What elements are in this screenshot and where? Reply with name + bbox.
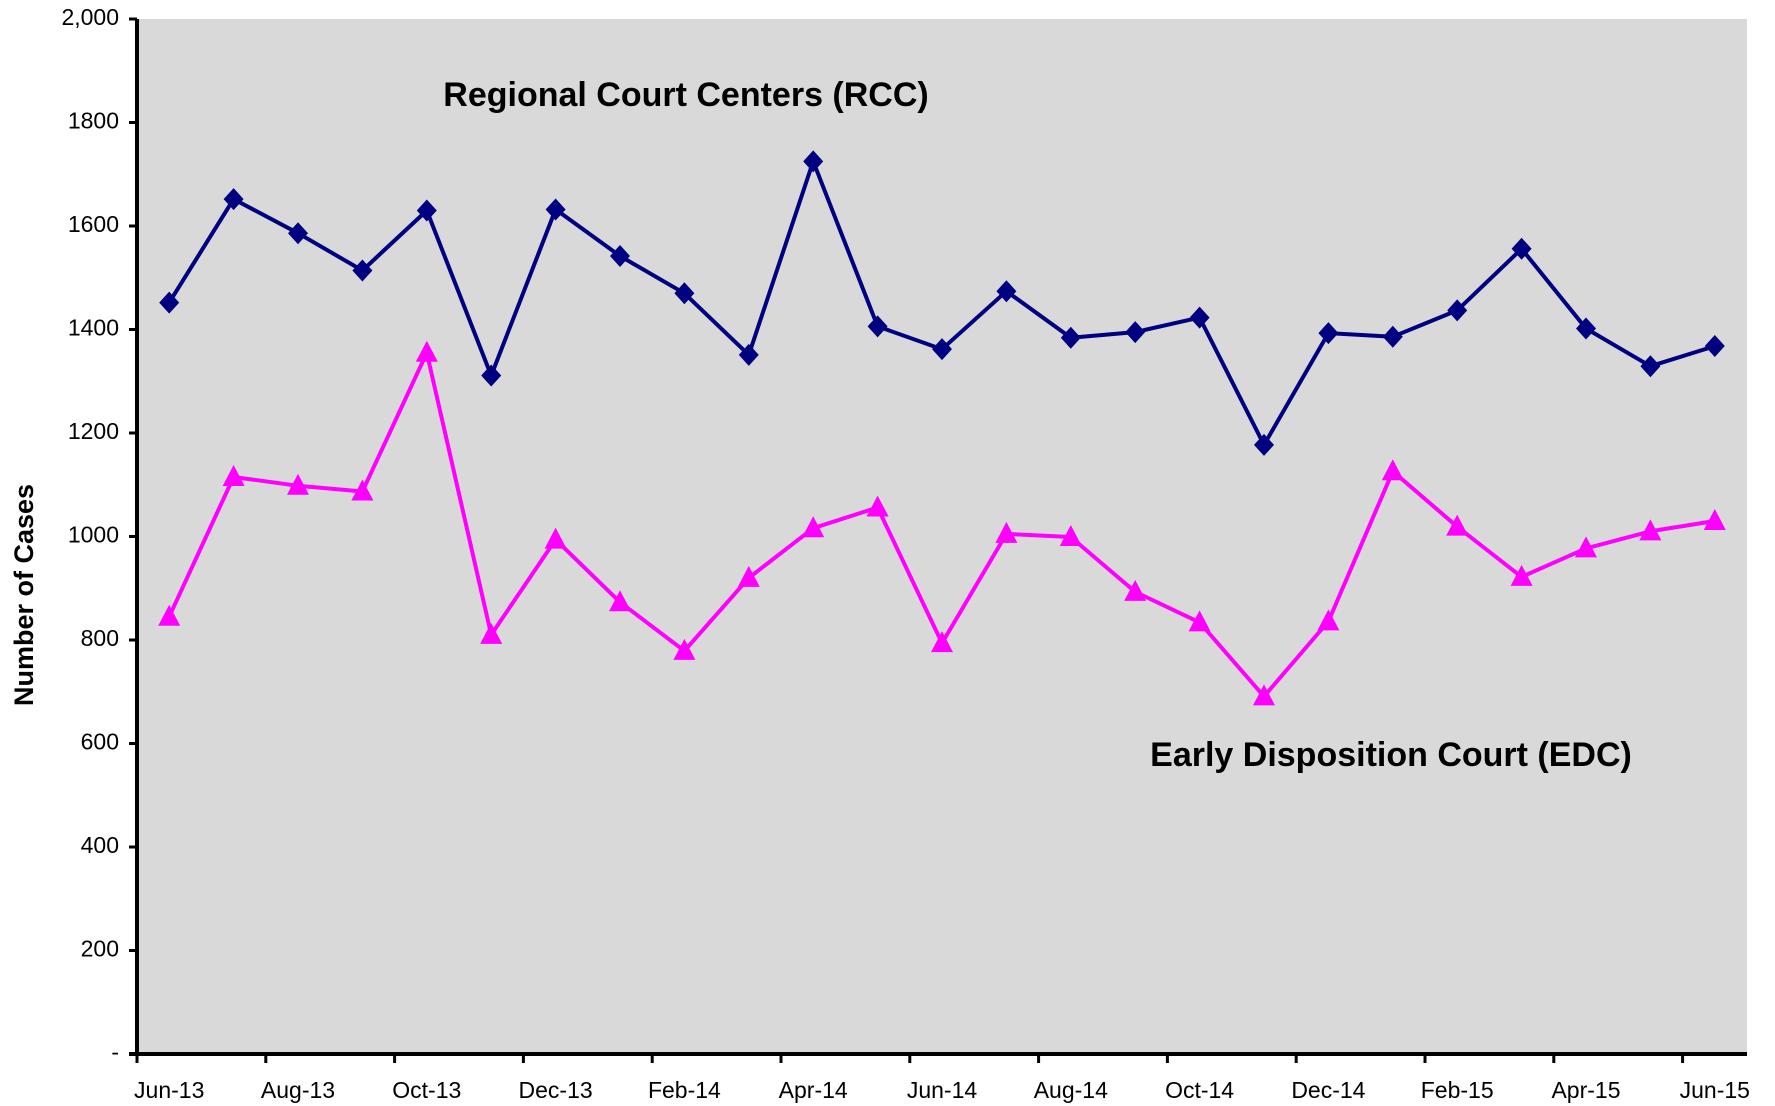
y-tick-label: 1600 [68, 211, 119, 237]
marker [1447, 299, 1468, 322]
x-tick-label: Feb-14 [648, 1077, 721, 1103]
marker [545, 198, 566, 221]
series-label: Early Disposition Court (EDC) [1150, 736, 1632, 774]
marker [1575, 536, 1597, 558]
marker [1125, 321, 1146, 344]
y-tick-label: - [111, 1039, 119, 1065]
plot-area [137, 19, 1747, 1054]
marker [1703, 508, 1726, 530]
marker [158, 604, 181, 626]
x-tick-label: Jun-14 [907, 1077, 978, 1103]
x-tick-label: Apr-15 [1551, 1077, 1620, 1103]
marker [995, 521, 1018, 543]
x-tick-label: Aug-14 [1034, 1077, 1108, 1103]
marker [931, 631, 953, 653]
marker [1189, 306, 1210, 329]
marker [738, 343, 759, 366]
x-tick-label: Feb-15 [1421, 1077, 1494, 1103]
marker [1640, 355, 1661, 378]
marker [932, 338, 952, 361]
marker [1511, 237, 1532, 260]
marker [159, 291, 180, 314]
x-tick-label: Oct-14 [1165, 1077, 1234, 1103]
y-axis-label: Number of Cases [9, 484, 39, 706]
y-tick-label: 800 [81, 625, 119, 651]
marker [288, 222, 308, 245]
marker [996, 280, 1017, 303]
marker [866, 495, 889, 517]
x-tick-label: Aug-13 [261, 1077, 335, 1103]
marker [1382, 325, 1403, 348]
x-tick-label: Jun-15 [1680, 1077, 1750, 1103]
marker [415, 340, 438, 362]
marker [1639, 519, 1662, 541]
marker [1317, 609, 1340, 631]
marker [1704, 335, 1725, 358]
marker [1254, 433, 1274, 456]
marker [287, 473, 309, 495]
marker [351, 479, 374, 501]
marker [1576, 317, 1596, 340]
marker [673, 638, 696, 660]
y-tick-label: 400 [81, 832, 119, 858]
x-tick-label: Jun-13 [134, 1077, 204, 1103]
marker [544, 527, 567, 549]
marker [416, 199, 437, 222]
marker [803, 150, 824, 173]
y-tick-label: 600 [81, 729, 119, 755]
marker [1124, 579, 1147, 601]
y-tick-label: 1200 [68, 418, 119, 444]
marker [1060, 326, 1081, 349]
y-tick-label: 1800 [68, 108, 119, 134]
y-tick-label: 200 [81, 936, 119, 962]
marker [1188, 610, 1211, 632]
y-tick-label: 2,000 [61, 4, 119, 30]
marker [352, 259, 373, 282]
marker [609, 590, 631, 612]
marker [802, 516, 825, 538]
marker [222, 464, 245, 486]
marker [1510, 564, 1533, 586]
x-tick-label: Dec-13 [519, 1077, 593, 1103]
marker [867, 315, 888, 338]
marker [674, 282, 695, 305]
marker [1253, 684, 1275, 706]
y-tick-label: 1000 [68, 522, 119, 548]
marker [481, 364, 502, 387]
marker [1446, 514, 1469, 536]
series-label: Regional Court Centers (RCC) [443, 76, 928, 114]
y-tick-label: 1400 [68, 315, 119, 341]
x-tick-label: Apr-14 [779, 1077, 848, 1103]
marker [737, 565, 760, 587]
x-tick-label: Dec-14 [1291, 1077, 1365, 1103]
marker [480, 622, 503, 644]
x-tick-label: Oct-13 [392, 1077, 461, 1103]
marker [1381, 459, 1404, 481]
marker [223, 188, 244, 211]
marker [610, 245, 630, 268]
marker [1318, 322, 1339, 345]
marker [1059, 525, 1082, 547]
